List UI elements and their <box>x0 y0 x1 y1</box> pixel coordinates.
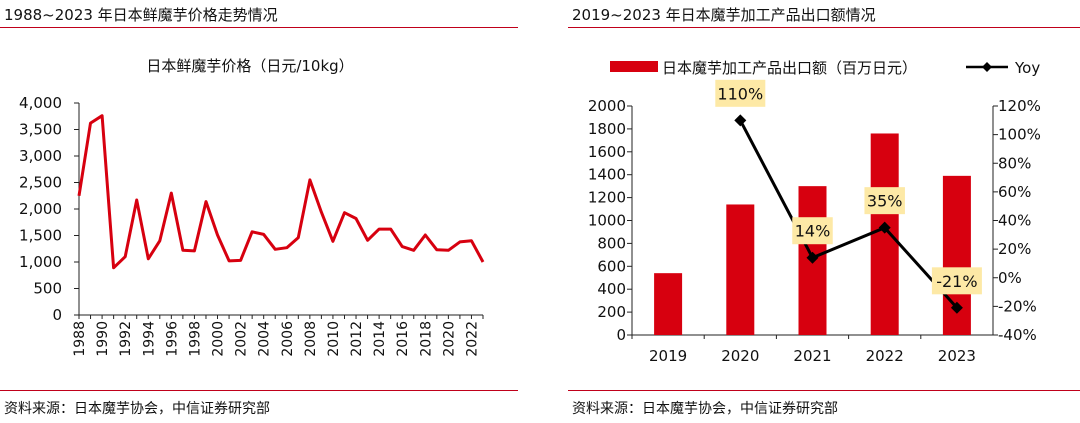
y2-tick-label: 40% <box>998 212 1031 230</box>
x-tick-label: 2012 <box>349 321 365 357</box>
y-tick-label: 4,000 <box>19 94 62 112</box>
x-tick-label: 2019 <box>649 347 687 365</box>
y-tick-label: 1400 <box>588 166 626 184</box>
yoy-label-box <box>931 267 982 295</box>
yoy-data-label: 35% <box>867 192 903 211</box>
x-tick-label: 2004 <box>257 321 273 357</box>
y-tick-label: 1,500 <box>19 227 62 245</box>
yoy-label-box <box>792 217 833 245</box>
x-tick-label: 1996 <box>164 321 180 357</box>
y2-tick-label: 100% <box>998 126 1041 144</box>
y-tick-label: 0 <box>616 326 626 344</box>
y2-tick-label: -20% <box>998 297 1037 315</box>
y-tick-label: 2000 <box>588 97 626 115</box>
left-top-rule <box>0 27 518 28</box>
legend-line-label: Yoy <box>1014 59 1040 77</box>
y-tick-label: 600 <box>597 257 626 275</box>
legend-bar-swatch <box>610 61 658 72</box>
x-tick-label: 2014 <box>372 321 388 357</box>
y2-tick-label: 20% <box>998 240 1031 258</box>
legend-line-marker <box>982 62 992 72</box>
x-tick-label: 2002 <box>234 321 250 357</box>
yoy-point-marker <box>950 301 963 314</box>
y-tick-label: 1200 <box>588 189 626 207</box>
x-tick-label: 2022 <box>464 321 480 357</box>
y-tick-label: 2,000 <box>19 200 62 218</box>
right-source-note: 资料来源：日本魔芋协会，中信证券研究部 <box>572 401 838 417</box>
yoy-label-box <box>715 79 766 107</box>
y-tick-label: 3,000 <box>19 147 62 165</box>
x-tick-label: 1988 <box>72 321 88 357</box>
price-series-line <box>77 114 485 270</box>
x-tick-label: 2021 <box>793 347 831 365</box>
y-tick-label: 2,500 <box>19 174 62 192</box>
y-tick-label: 1,000 <box>19 253 62 271</box>
price-line-chart: 日本鲜魔芋价格（日元/10kg） 0 500 1,000 1,500 2,000 2,500… <box>19 57 485 357</box>
left-panel-title: 1988~2023 年日本鲜魔芋价格走势情况 <box>4 6 278 24</box>
y-tick-label: 400 <box>597 280 626 298</box>
left-bottom-rule <box>0 390 518 391</box>
y-tick-label: 200 <box>597 303 626 321</box>
right-top-rule <box>568 27 1080 28</box>
export-bar <box>870 133 899 335</box>
x-tick-label: 2006 <box>280 321 296 357</box>
x-tick-label: 2020 <box>441 321 457 357</box>
x-tick-label: 2022 <box>866 347 904 365</box>
x-tick-label: 1992 <box>118 321 134 357</box>
x-tick-label: 2010 <box>326 321 342 357</box>
export-bar <box>726 204 755 335</box>
yoy-data-label: 110% <box>717 84 763 103</box>
y2-tick-label: 60% <box>998 183 1031 201</box>
x-tick-label: 1994 <box>141 321 157 357</box>
left-chart-panel: 1988~2023 年日本鲜魔芋价格走势情况 日本鲜魔芋价格（日元/10kg） 0… <box>0 0 518 423</box>
y-tick-label: 0 <box>52 306 62 324</box>
yoy-point-marker <box>878 221 891 234</box>
chart-title: 日本鲜魔芋价格（日元/10kg） <box>146 57 353 75</box>
export-bar-chart: 日本魔芋加工产品出口额（百万日元） Yoy 0 200 400 600 800 1000 120… <box>588 59 1041 365</box>
y-tick-label: 500 <box>33 280 62 298</box>
x-tick-label: 2018 <box>418 321 434 357</box>
y-tick-label: 3,500 <box>19 121 62 139</box>
x-tick-label: 1990 <box>95 321 111 357</box>
legend-bar-label: 日本魔芋加工产品出口额（百万日元） <box>662 59 917 77</box>
x-tick-label: 2020 <box>721 347 759 365</box>
right-chart-panel: 2019~2023 年日本魔芋加工产品出口额情况 日本魔芋加工产品出口额（百万日… <box>568 0 1080 423</box>
x-tick-label: 1998 <box>187 321 203 357</box>
yoy-point-marker <box>806 251 819 264</box>
y-tick-label: 1800 <box>588 120 626 138</box>
yoy-data-label: 14% <box>795 222 831 241</box>
y-tick-label: 1000 <box>588 212 626 230</box>
y2-tick-label: 120% <box>998 97 1041 115</box>
x-tick-label: 2008 <box>303 321 319 357</box>
export-bar <box>654 273 683 335</box>
y2-tick-label: -40% <box>998 326 1037 344</box>
yoy-series-line <box>738 119 959 309</box>
yoy-label-box <box>864 187 905 215</box>
y2-tick-label: 0% <box>998 269 1022 287</box>
left-source-note: 资料来源：日本魔芋协会，中信证券研究部 <box>4 401 270 417</box>
yoy-point-marker <box>734 114 747 127</box>
x-tick-label: 2016 <box>395 321 411 357</box>
y-tick-label: 1600 <box>588 143 626 161</box>
x-tick-label: 2023 <box>938 347 976 365</box>
y2-tick-label: 80% <box>998 154 1031 172</box>
x-tick-label: 2000 <box>211 321 227 357</box>
yoy-data-label: -21% <box>936 272 977 291</box>
right-panel-title: 2019~2023 年日本魔芋加工产品出口额情况 <box>572 6 876 24</box>
right-bottom-rule <box>568 390 1080 391</box>
y-tick-label: 800 <box>597 234 626 252</box>
